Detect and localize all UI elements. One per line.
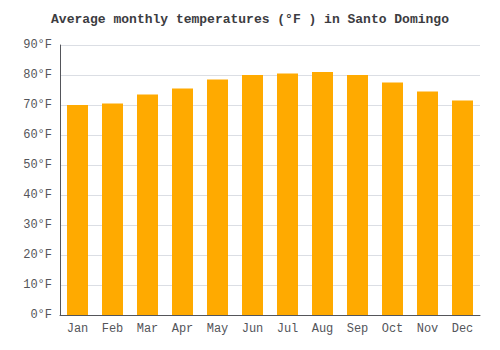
- svg-text:Sep: Sep: [347, 322, 369, 336]
- svg-text:80°F: 80°F: [23, 68, 52, 82]
- svg-text:Jun: Jun: [242, 322, 264, 336]
- svg-text:30°F: 30°F: [23, 218, 52, 232]
- svg-text:0°F: 0°F: [30, 308, 52, 322]
- svg-text:Jan: Jan: [67, 322, 89, 336]
- svg-text:Aug: Aug: [312, 322, 334, 336]
- svg-text:10°F: 10°F: [23, 278, 52, 292]
- svg-text:Jul: Jul: [277, 322, 299, 336]
- svg-text:Oct: Oct: [382, 322, 404, 336]
- svg-text:Feb: Feb: [102, 322, 124, 336]
- svg-text:40°F: 40°F: [23, 188, 52, 202]
- svg-text:Nov: Nov: [417, 322, 439, 336]
- svg-text:Apr: Apr: [172, 322, 194, 336]
- svg-text:May: May: [207, 322, 229, 336]
- svg-text:Mar: Mar: [137, 322, 159, 336]
- svg-text:70°F: 70°F: [23, 98, 52, 112]
- svg-text:Average monthly temperatures (: Average monthly temperatures (°F ) in Sa…: [51, 12, 449, 27]
- svg-text:60°F: 60°F: [23, 128, 52, 142]
- svg-text:90°F: 90°F: [23, 38, 52, 52]
- svg-text:20°F: 20°F: [23, 248, 52, 262]
- svg-text:Dec: Dec: [452, 322, 474, 336]
- svg-text:50°F: 50°F: [23, 158, 52, 172]
